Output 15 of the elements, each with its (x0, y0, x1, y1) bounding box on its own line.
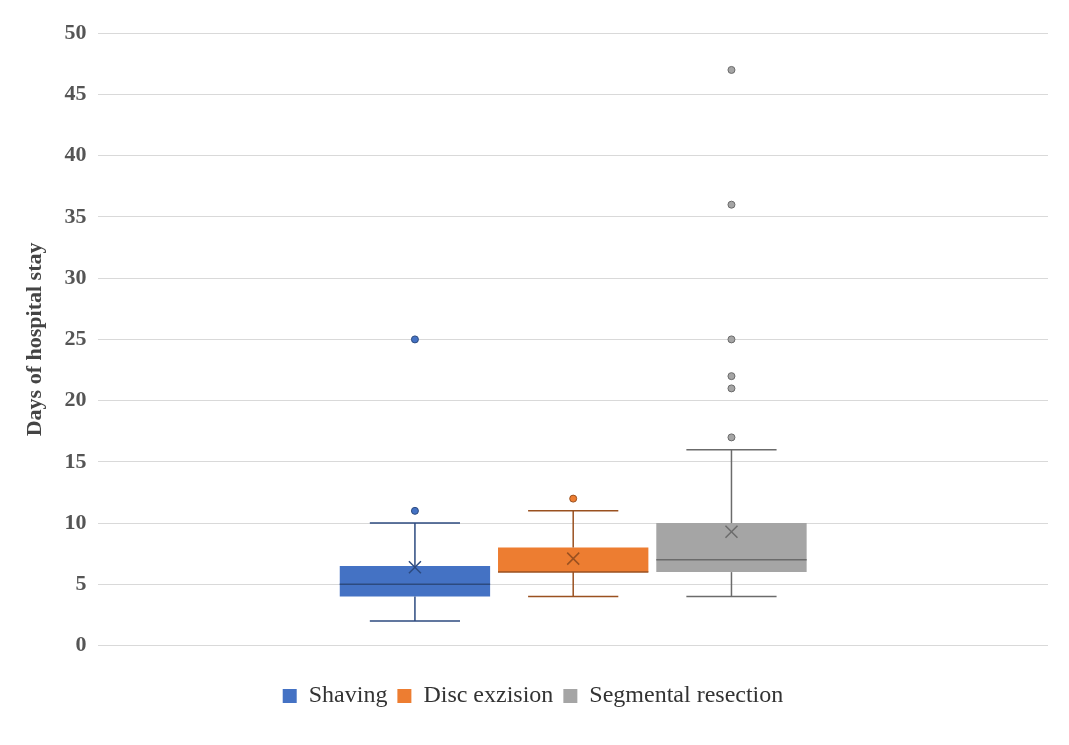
legend-label: Shaving (308, 681, 388, 708)
y-tick-label: 40 (64, 141, 87, 167)
y-tick-label: 10 (64, 508, 87, 534)
y-tick-label: 5 (75, 570, 87, 596)
y-tick-label: 25 (64, 325, 87, 351)
y-axis-title: Days of hospital stay (20, 242, 46, 437)
y-tick-label: 30 (64, 263, 87, 289)
legend-label: Segmental resection (589, 681, 784, 708)
y-tick-label: 50 (64, 18, 87, 44)
y-tick-label: 35 (64, 202, 87, 228)
y-tick-label: 15 (64, 447, 87, 473)
y-tick-label: 20 (64, 386, 87, 412)
y-tick-label: 0 (75, 631, 87, 657)
y-tick-label: 45 (64, 80, 87, 106)
legend-label: Disc exzision (423, 681, 554, 708)
